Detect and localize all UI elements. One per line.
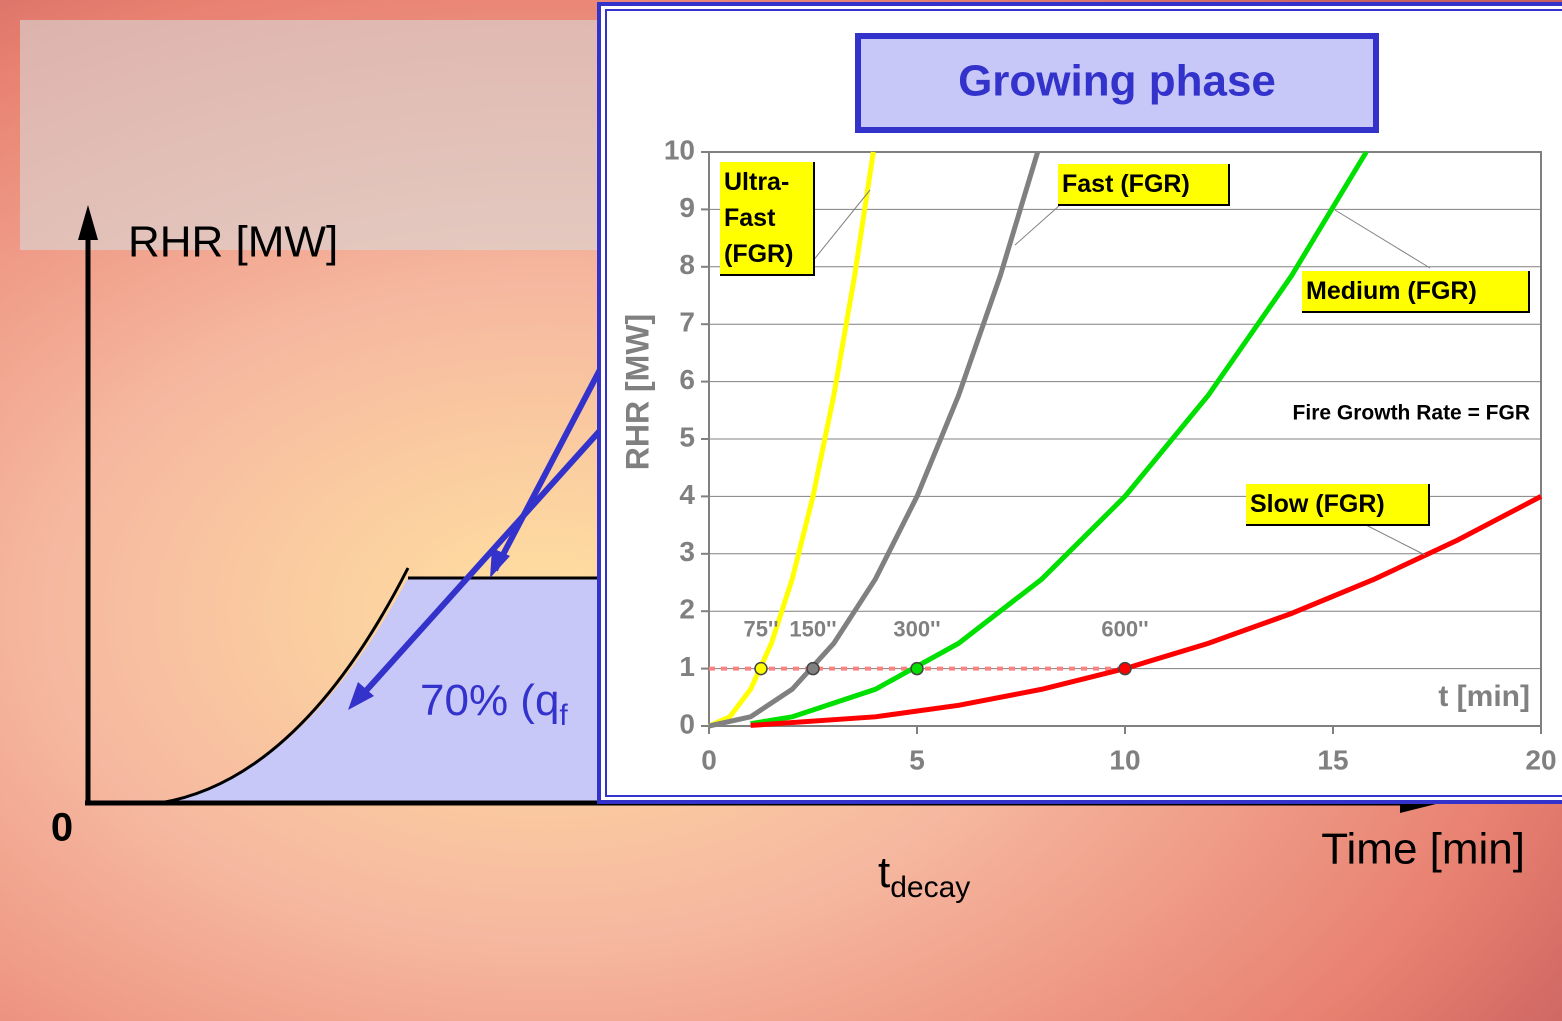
y-axis-label: RHR [MW] — [619, 314, 655, 470]
chart-title: Growing phase — [958, 57, 1276, 106]
y-tick-label: 3 — [679, 536, 695, 567]
y-tick-label: 6 — [679, 364, 695, 395]
series-label: Medium (FGR) — [1302, 271, 1530, 313]
t-decay-main: t — [878, 848, 890, 897]
marker-label: 150'' — [789, 616, 836, 641]
marker-label: 75'' — [744, 616, 779, 641]
chart-frame-inner — [605, 9, 1562, 797]
x-tick-label: 20 — [1525, 744, 1556, 775]
marker-label: 600'' — [1101, 616, 1148, 641]
series-line — [707, 151, 876, 729]
y-tick-label: 1 — [679, 651, 695, 682]
area-label-sub: f — [559, 699, 568, 732]
series-label: Slow (FGR) — [1246, 484, 1430, 526]
y-tick-label: 4 — [679, 479, 695, 510]
y-axis-label: RHR [MW] — [128, 218, 338, 267]
area-label: 70% (qf — [420, 676, 568, 732]
x-axis-label: Time [min] — [1321, 825, 1525, 874]
series-label: Ultra-Fast (FGR) — [720, 162, 815, 276]
title-box — [855, 33, 1379, 133]
y-tick-label: 0 — [679, 708, 695, 739]
marker — [1118, 661, 1132, 676]
leader — [1014, 204, 1061, 246]
pointer — [492, 358, 608, 572]
origin-label: 0 — [51, 806, 73, 850]
leader — [1359, 521, 1426, 556]
series-line — [750, 150, 1369, 727]
curve — [159, 567, 410, 805]
y-tick-label: 2 — [679, 594, 695, 625]
series-line — [750, 494, 1543, 728]
pointer — [352, 422, 608, 706]
x-tick-label: 10 — [1109, 744, 1140, 775]
x-tick-label: 0 — [701, 744, 717, 775]
y-tick-label: 5 — [679, 421, 695, 452]
leader — [811, 189, 871, 263]
y-tick-label: 7 — [679, 307, 695, 338]
marker — [910, 661, 924, 676]
x-axis-label: t [min] — [1438, 680, 1530, 713]
arrow-head — [348, 682, 374, 710]
marker-label: 300'' — [893, 616, 940, 641]
arrow-head — [490, 548, 510, 578]
y-tick-label: 8 — [679, 249, 695, 280]
marker — [754, 661, 768, 676]
y-tick-label: 10 — [664, 134, 695, 165]
x-tick-label: 15 — [1317, 744, 1348, 775]
t-decay: tdecay — [878, 848, 970, 904]
arrow-head — [78, 205, 98, 240]
leader — [1334, 209, 1431, 269]
area-label-main: 70% (q — [420, 676, 559, 725]
y-tick-label: 9 — [679, 192, 695, 223]
x-tick-label: 5 — [909, 744, 925, 775]
marker — [806, 661, 820, 676]
t-decay-sub: decay — [890, 871, 970, 904]
annotation: Fire Growth Rate = FGR — [1293, 402, 1530, 425]
series-line — [708, 151, 1041, 729]
series-label: Fast (FGR) — [1058, 164, 1230, 206]
